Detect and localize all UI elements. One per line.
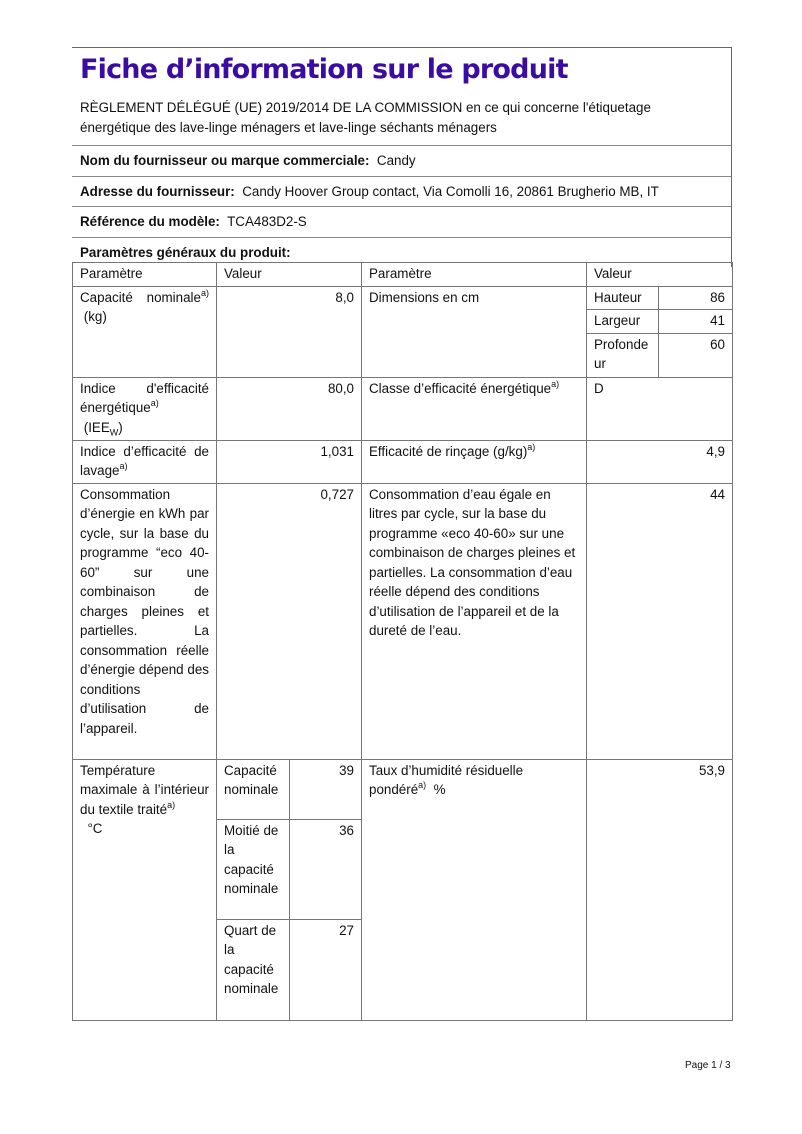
supplier-row: Nom du fournisseur ou marque commerciale…	[72, 145, 731, 176]
table-row: Quart de la capacité nominale 27	[73, 918, 733, 1021]
temperature-label: Température maximale à l’intérieur du te…	[72, 758, 217, 1021]
energy-class-value: D	[586, 376, 733, 441]
table-row: Largeur 41	[73, 309, 733, 334]
height-value: 86	[658, 285, 733, 310]
address-row: Adresse du fournisseur: Candy Hoover Gro…	[72, 175, 731, 207]
depth-label: Profondeur	[586, 332, 659, 378]
table-row: Capacité nominalea) (kg) 8,0 Dimensions …	[72, 285, 733, 378]
model-value: TCA483D2-S	[227, 214, 307, 229]
table-row: Indice d’efficacité de lavagea) 1,031 Ef…	[72, 439, 733, 484]
general-parameters-heading: Paramètres généraux du produit:	[72, 236, 731, 268]
table-header: Paramètre Valeur Paramètre Valeur	[72, 262, 733, 287]
model-row: Référence du modèle: TCA483D2-S	[72, 206, 731, 237]
temp-row-value: 39	[289, 758, 362, 820]
temp-row-value: 36	[289, 818, 362, 920]
energy-consumption-label: Consommation d’énergie en kWh par cycle,…	[72, 482, 217, 760]
depth-value: 60	[658, 332, 733, 378]
washing-label: Indice d’efficacité de lavagea)	[72, 439, 217, 484]
temp-row-label: Moitié de la capacité nominale	[216, 818, 290, 920]
energy-class-label: Classe d’efficacité énergétiquea)	[361, 376, 587, 441]
page-number: Page 1 / 3	[685, 1060, 731, 1071]
parameters-table: Paramètre Valeur Paramètre Valeur Capaci…	[72, 262, 733, 1021]
page-title: Fiche d’information sur le produit	[80, 54, 568, 85]
height-label: Hauteur	[586, 285, 659, 310]
temp-row-value: 27	[289, 918, 362, 1021]
humidity-label: Taux d’humidité résiduelle pondéréa) %	[361, 758, 587, 1021]
eei-value: 80,0	[216, 376, 362, 441]
dimensions-label: Dimensions en cm	[361, 285, 587, 378]
supplier-label: Nom du fournisseur ou marque commerciale…	[80, 153, 370, 168]
header-parameter: Paramètre	[72, 262, 217, 287]
table-row: Température maximale à l’intérieur du te…	[72, 758, 733, 1021]
header-value-2: Valeur	[586, 262, 733, 287]
water-consumption-label: Consommation d’eau égale en litres par c…	[361, 482, 587, 760]
width-value: 41	[658, 309, 733, 334]
supplier-value: Candy	[376, 153, 416, 168]
washing-value: 1,031	[216, 439, 362, 484]
rinsing-value: 4,9	[586, 439, 733, 484]
eei-label: Indice d'efficacité énergétiquea) (IEEW)	[72, 376, 217, 441]
regulation-text: RÈGLEMENT DÉLÉGUÉ (UE) 2019/2014 DE LA C…	[80, 100, 651, 135]
header-value: Valeur	[216, 262, 362, 287]
rinsing-label: Efficacité de rinçage (g/kg)a)	[361, 439, 587, 484]
table-row: Moitié de la capacité nominale 36	[73, 818, 733, 920]
header-parameter-2: Paramètre	[361, 262, 587, 287]
energy-consumption-value: 0,727	[216, 482, 362, 760]
humidity-value: 53,9	[586, 758, 733, 1021]
address-label: Adresse du fournisseur:	[80, 183, 235, 199]
width-label: Largeur	[586, 309, 659, 334]
table-row: Profondeur 60	[73, 332, 733, 378]
table-row: Indice d'efficacité énergétiquea) (IEEW)…	[72, 376, 733, 441]
temp-row-label: Capacité nominale	[216, 758, 290, 820]
table-row: Consommation d’énergie en kWh par cycle,…	[72, 482, 733, 760]
capacity-label: Capacité nominalea) (kg)	[72, 285, 217, 378]
temp-row-label: Quart de la capacité nominale	[216, 918, 290, 1021]
header-section: Fiche d’information sur le produit RÈGLE…	[72, 47, 732, 267]
water-consumption-value: 44	[586, 482, 733, 760]
address-value: Candy Hoover Group contact, Via Comolli …	[242, 183, 659, 199]
model-label: Référence du modèle:	[80, 214, 220, 229]
capacity-value: 8,0	[216, 285, 362, 378]
